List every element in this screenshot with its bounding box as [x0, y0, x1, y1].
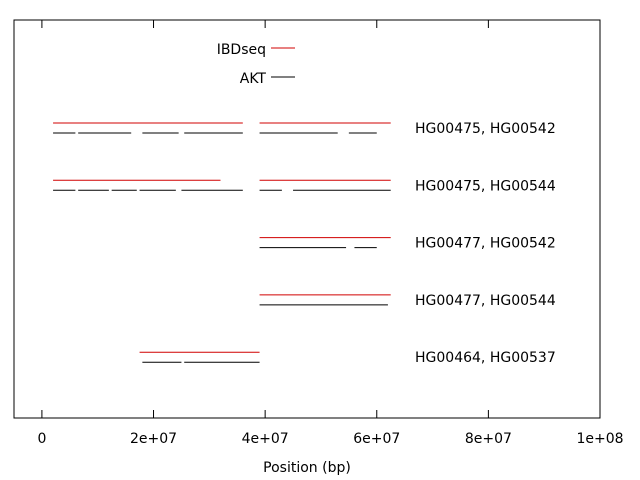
pair-label: HG00464, HG00537	[415, 350, 556, 366]
x-tick-label: 4e+07	[242, 431, 289, 447]
x-axis-ticks: 0 2e+07 4e+07 6e+07 8e+07 1e+08	[37, 20, 624, 447]
pair-labels-group: HG00475, HG00542 HG00475, HG00544 HG00477,…	[415, 121, 556, 366]
x-axis-label: Position (bp)	[263, 460, 351, 476]
pair-label: HG00475, HG00544	[415, 178, 556, 194]
pair-label: HG00477, HG00542	[415, 236, 556, 252]
x-tick-label: 8e+07	[465, 431, 512, 447]
pair-label: HG00475, HG00542	[415, 121, 556, 137]
legend: IBDseq AKT	[217, 42, 295, 87]
legend-label-akt: AKT	[240, 71, 267, 87]
legend-label-ibdseq: IBDseq	[217, 42, 266, 58]
plot-frame	[13, 19, 601, 419]
x-tick-label: 0	[37, 431, 46, 447]
x-tick-label: 2e+07	[130, 431, 177, 447]
pair-label: HG00477, HG00544	[415, 293, 556, 309]
x-tick-label: 6e+07	[353, 431, 400, 447]
x-tick-label: 1e+08	[576, 431, 623, 447]
segments-group	[53, 122, 391, 363]
